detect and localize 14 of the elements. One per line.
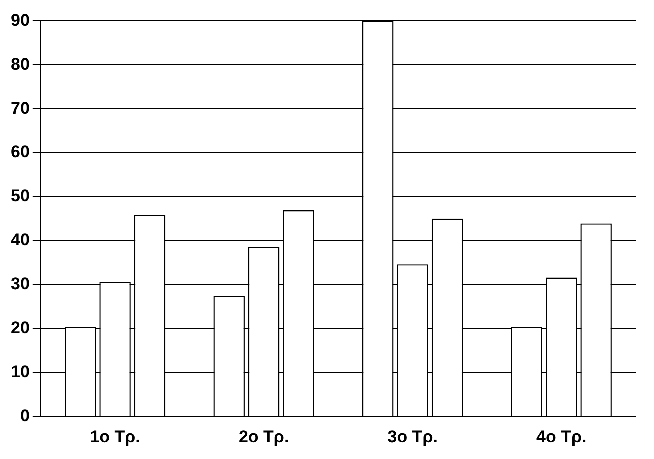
x-tick-label: 2ο Τρ. [238, 427, 290, 446]
y-tick-label: 0 [20, 406, 30, 426]
y-tick-label: 60 [10, 142, 30, 162]
y-tick-label: 30 [10, 274, 30, 294]
x-tick-label: 1ο Τρ. [90, 427, 140, 446]
y-tick-label: 90 [10, 10, 30, 30]
y-tick-label: 50 [10, 186, 30, 206]
y-tick-label: 40 [10, 230, 30, 250]
y-tick-label: 20 [10, 318, 30, 338]
x-tick-label: 3ο Τρ. [388, 427, 438, 446]
x-tick-label: 4ο Τρ. [536, 427, 587, 446]
y-tick-label: 70 [10, 98, 30, 118]
y-tick-label: 80 [10, 54, 30, 74]
y-tick-label: 10 [10, 362, 30, 382]
